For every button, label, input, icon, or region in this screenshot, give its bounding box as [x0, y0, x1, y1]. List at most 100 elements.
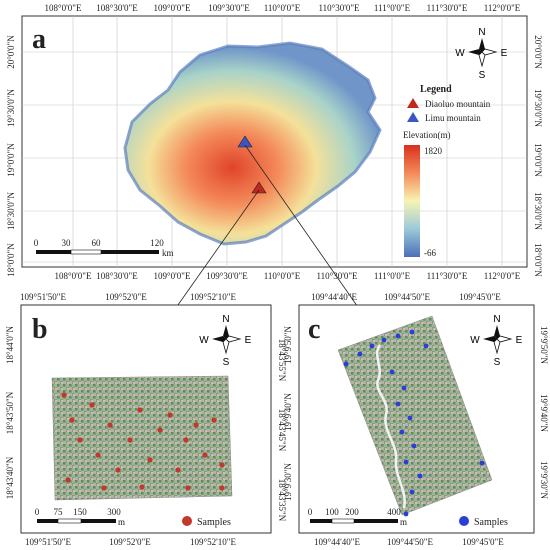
panel-c-samples-legend-icon [459, 516, 469, 526]
tick-c-left-2: 19°9'30"N [283, 463, 293, 501]
panel-a-letter: a [32, 24, 46, 55]
panel-c-letter: c [308, 314, 320, 345]
compass-a: N S E W [455, 27, 507, 81]
sample-point-b [137, 407, 143, 413]
tick-a-bottom-4: 110°0'0"E [264, 271, 301, 281]
tick-a-right-4: 18°0'0"N [533, 243, 543, 277]
compass-b: N S E W [199, 314, 251, 368]
scale-c-100: 100 [325, 507, 339, 517]
limu-mountain-marker [237, 135, 253, 148]
diaoluo-mountain-marker [251, 181, 267, 194]
tick-a-top-7: 111°30'0"E [427, 3, 468, 13]
scale-bar-b: 0 75 150 300 m [35, 507, 125, 527]
tick-c-top-0: 109°44'40"E [311, 292, 357, 302]
sample-point-c [357, 351, 363, 357]
tick-b-right-2: 18°43'35"N [277, 479, 287, 522]
tick-b-left-2: 18°43'40"N [5, 456, 15, 499]
panel-c: 109°44'40"E 109°44'50"E 109°45'0"E 109°4… [283, 292, 549, 547]
sample-point-b [139, 484, 145, 490]
scale-c-400: 400 [387, 507, 401, 517]
hainan-island [123, 41, 382, 246]
elevation-title: Elevation(m) [403, 130, 450, 140]
tick-a-top-8: 112°0'0"E [484, 3, 521, 13]
sample-point-b [157, 427, 163, 433]
sample-point-c [401, 385, 407, 391]
tick-b-right-1: 18°43'45"N [277, 409, 287, 452]
panel-c-samples-legend-label: Samples [474, 517, 508, 528]
panel-c-imagery [337, 315, 493, 516]
sample-point-c [403, 459, 409, 465]
scale-c-unit: m [400, 517, 407, 527]
panel-c-river [375, 344, 406, 509]
scale-a-120: 120 [150, 238, 164, 248]
legend-diaoluo-icon [407, 98, 419, 108]
compass-a-e: E [501, 48, 508, 59]
sample-point-c [369, 343, 375, 349]
sample-point-b [185, 485, 191, 491]
sample-point-b [65, 477, 71, 483]
sample-point-c [395, 333, 401, 339]
scale-a-unit: km [162, 248, 174, 258]
panel-b-top-ticks: 109°51'50"E 109°52'0"E 109°52'10"E [20, 292, 236, 302]
sample-point-b [202, 452, 208, 458]
scale-a-30: 30 [62, 238, 72, 248]
sample-point-b [89, 402, 95, 408]
sample-point-c [403, 511, 409, 517]
panel-c-right-ticks: 19°9'50"N 19°9'40"N 19°9'30"N [539, 326, 549, 499]
sample-point-c [399, 429, 405, 435]
tick-a-left-1: 19°30'0"N [6, 89, 16, 127]
tick-a-right-0: 20°0'0"N [533, 35, 543, 69]
panel-a-top-ticks: 108°0'0"E 108°30'0"E 109°0'0"E 109°30'0"… [45, 3, 521, 13]
scale-b-75: 75 [54, 507, 64, 517]
legend-limu-label: Limu mountain [425, 113, 481, 123]
sample-point-b [167, 412, 173, 418]
tick-a-bottom-6: 111°0'0"E [374, 271, 411, 281]
tick-b-left-1: 18°43'50"N [5, 391, 15, 434]
tick-a-left-4: 18°0'0"N [6, 243, 16, 277]
tick-c-top-2: 109°45'0"E [459, 292, 501, 302]
tick-a-right-1: 19°30'0"N [533, 89, 543, 127]
tick-b-bottom-2: 109°52'10"E [190, 537, 236, 547]
elevation-min-label: -66 [424, 248, 436, 258]
compass-b-w: W [199, 335, 209, 346]
tick-c-bottom-2: 109°45'0"E [462, 537, 504, 547]
tick-a-bottom-5: 110°30'0"E [316, 271, 358, 281]
compass-c: N S E W [470, 314, 522, 368]
sample-point-c [409, 489, 415, 495]
sample-point-c [417, 473, 423, 479]
tick-a-right-2: 19°0'0"N [533, 143, 543, 177]
scale-bar-a: 0 30 60 120 km [34, 238, 174, 258]
panel-c-left-ticks: 19°9'50"N 19°9'40"N 19°9'30"N [283, 326, 293, 501]
tick-c-left-0: 19°9'50"N [283, 326, 293, 364]
sample-point-b [183, 437, 189, 443]
sample-point-b [101, 485, 107, 491]
tick-a-bottom-8: 112°0'0"E [484, 271, 521, 281]
sample-point-c [389, 369, 395, 375]
sample-point-c [407, 415, 413, 421]
legend-title: Legend [420, 84, 452, 95]
tick-a-top-1: 108°30'0"E [96, 3, 138, 13]
scale-b-150: 150 [73, 507, 87, 517]
tick-a-bottom-1: 108°30'0"E [96, 271, 138, 281]
tick-a-left-2: 19°0'0"N [6, 143, 16, 177]
sample-point-b [193, 422, 199, 428]
tick-a-top-0: 108°0'0"E [45, 3, 82, 13]
tick-b-left-0: 18°44'0"N [5, 326, 15, 364]
sample-point-c [381, 337, 387, 343]
sample-point-b [147, 457, 153, 463]
tick-b-right-0: 18°43'55"N [277, 339, 287, 382]
tick-b-top-1: 109°52'0"E [105, 292, 147, 302]
tick-a-bottom-0: 108°0'0"E [55, 271, 92, 281]
sample-point-c [423, 343, 429, 349]
tick-b-bottom-1: 109°52'0"E [109, 537, 151, 547]
sample-point-c [395, 401, 401, 407]
tick-c-left-1: 19°9'40"N [283, 393, 293, 431]
tick-a-bottom-7: 111°30'0"E [427, 271, 468, 281]
panel-a-left-ticks: 20°0'0"N 19°30'0"N 19°0'0"N 18°30'0"N 18… [6, 35, 16, 277]
sample-point-c [411, 443, 417, 449]
sample-point-b [175, 467, 181, 473]
panel-b-samples-legend-label: Samples [197, 517, 231, 528]
sample-point-c [479, 460, 485, 466]
panel-b-samples-legend-icon [182, 516, 192, 526]
